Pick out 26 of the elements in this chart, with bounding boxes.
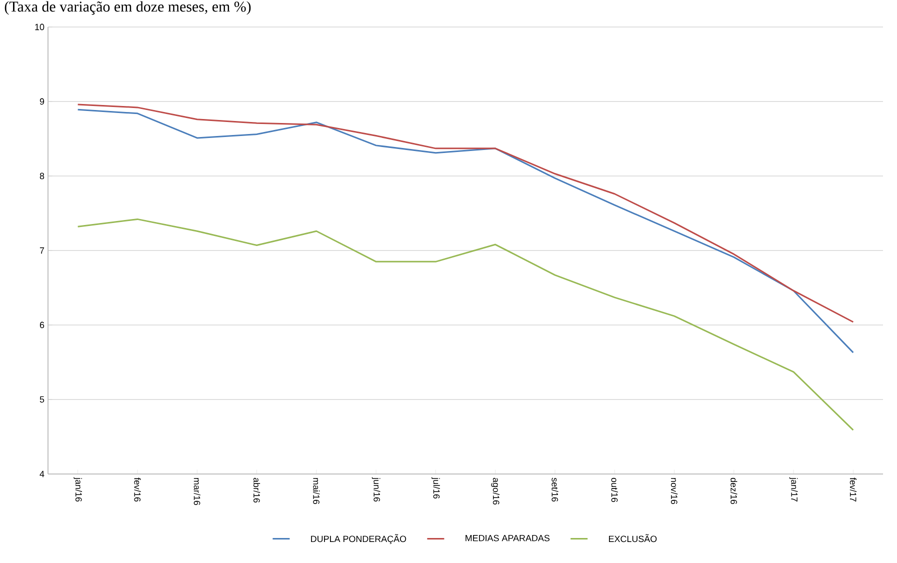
x-tick-label: jul/16 xyxy=(432,477,440,499)
line-series xyxy=(77,218,854,431)
y-tick-label: 9 xyxy=(40,98,44,105)
x-tick-label: abr/16 xyxy=(253,478,260,503)
y-tick-label: 6 xyxy=(40,322,44,328)
x-tick-label: dez/16 xyxy=(730,478,738,504)
y-tick-label: 5 xyxy=(40,396,44,403)
x-tick-label: mar/16 xyxy=(194,478,200,506)
legend-label: EXCLUSÃO xyxy=(608,534,657,542)
x-tick-label: mai/16 xyxy=(313,478,320,504)
x-tick-label: fev/17 xyxy=(850,478,856,502)
y-tick-label: 7 xyxy=(40,247,44,254)
x-tick-label: nov/16 xyxy=(670,478,678,504)
y-tick-label: 10 xyxy=(35,24,44,30)
x-tick-label: fev/16 xyxy=(134,478,141,502)
x-tick-label: ago/16 xyxy=(491,478,500,505)
legend-label: DUPLA PONDERAÇÃO xyxy=(311,534,406,544)
y-tick-label: 8 xyxy=(40,172,44,180)
chart-title: (Taxa de variação em doze meses, em %) xyxy=(4,1,251,15)
y-tick-label: 4 xyxy=(40,470,44,478)
x-tick-label: out/16 xyxy=(611,478,618,502)
x-tick-label: set/16 xyxy=(552,478,558,502)
x-tick-label: jun/16 xyxy=(372,477,380,502)
legend-label: MEDIAS APARADAS xyxy=(466,534,550,542)
x-tick-label: jan/17 xyxy=(789,477,798,502)
x-tick-label: jan/16 xyxy=(74,477,82,502)
